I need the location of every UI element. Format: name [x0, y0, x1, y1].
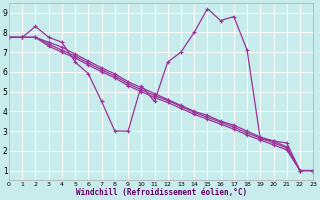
X-axis label: Windchill (Refroidissement éolien,°C): Windchill (Refroidissement éolien,°C)	[76, 188, 247, 197]
